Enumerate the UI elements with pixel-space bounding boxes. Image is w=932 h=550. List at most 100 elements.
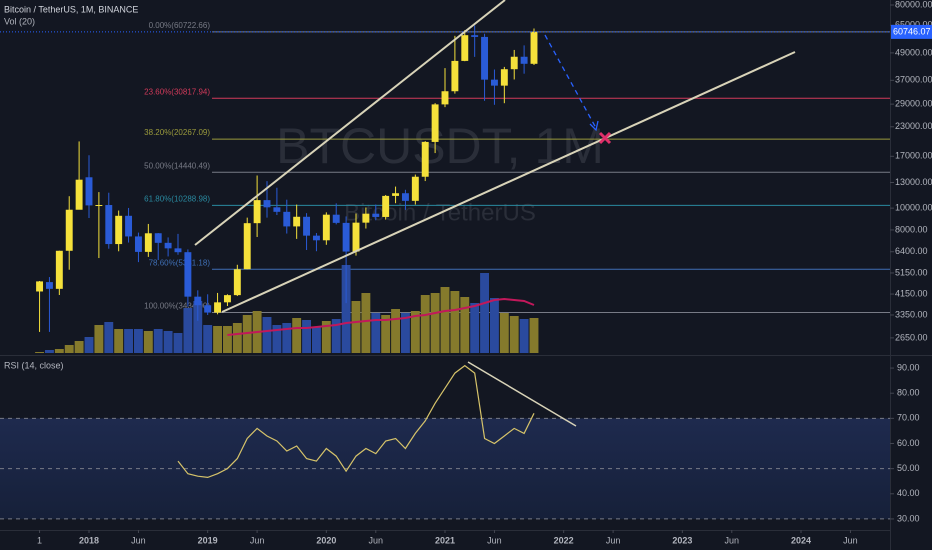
candle-body [461, 35, 469, 61]
rsi-trend-line [467, 361, 577, 427]
x-tick-label: Jun [131, 535, 146, 545]
candle-body [510, 56, 518, 70]
volume-bar [282, 323, 292, 353]
candle-body [263, 200, 271, 208]
fib-label: 23.60%(30817.94) [144, 87, 210, 96]
volume-bar [45, 350, 54, 353]
volume-bar [519, 319, 529, 353]
volume-bar [410, 311, 420, 353]
candle-body [75, 179, 83, 210]
volume-bar [143, 331, 153, 353]
candle-body [253, 200, 261, 224]
y-tick-label: 49000.00 [895, 47, 932, 57]
y-tick-label: 23000.00 [895, 121, 932, 131]
y-tick-label: 80000.00 [895, 0, 932, 9]
rsi-title: RSI (14, close) [4, 360, 64, 370]
y-tick-label: 70.00 [897, 413, 920, 423]
volume-bar [331, 319, 341, 353]
y-tick-label: 17000.00 [895, 151, 932, 161]
candle-body [342, 222, 350, 252]
candle-body [134, 236, 142, 252]
candle-body [411, 176, 419, 201]
y-tick-label: 30.00 [897, 513, 920, 523]
y-tick-label: 29000.00 [895, 99, 932, 109]
rsi-band-fill [0, 418, 890, 519]
y-tick-label: 4150.00 [895, 288, 928, 298]
volume-bar [163, 331, 173, 353]
candle-body [174, 248, 182, 253]
y-tick-label: 10000.00 [895, 203, 932, 213]
price-label: 60746.07 [893, 26, 931, 36]
plot-layer: 0.00%(60722.66) 23.60%(30817.94) 38.20%(20… [0, 21, 890, 520]
candle-body [144, 233, 152, 252]
volume-bar [183, 308, 193, 353]
volume-bar [213, 326, 222, 353]
candle-body [194, 296, 202, 306]
volume-bar [153, 329, 163, 353]
y-tick-label: 37000.00 [895, 75, 932, 85]
candle-body [520, 56, 528, 64]
candle-body [441, 91, 449, 105]
volume-bar [401, 313, 410, 353]
x-tick-label: Jun [487, 535, 502, 545]
candle-body [401, 193, 409, 201]
volume-bar [104, 322, 114, 353]
candle-body [530, 31, 538, 64]
volume-bar [509, 316, 519, 353]
y-tick-label: 90.00 [897, 362, 920, 372]
volume-bar [223, 326, 232, 353]
x-tick-label: 2019 [198, 535, 218, 545]
volume-title: Vol (20) [4, 16, 35, 26]
candle-body [362, 213, 370, 223]
candle-body [332, 214, 340, 223]
candle-body [421, 141, 429, 177]
volume-bar [440, 287, 450, 353]
volume-bar [381, 315, 391, 353]
x-tick-label: 2020 [316, 535, 336, 545]
y-tick-label: 60.00 [897, 438, 920, 448]
candle-body [481, 36, 489, 80]
volume-bar [302, 320, 311, 353]
x-tick-label: 1 [37, 535, 42, 545]
volume-bar [84, 337, 94, 353]
volume-bar [470, 303, 480, 353]
candle-body [154, 233, 162, 243]
candle-body [55, 250, 63, 289]
volume-bar [272, 325, 282, 353]
volume-bar [529, 318, 539, 353]
fib-label: 78.60%(5351.18) [149, 258, 211, 267]
x-tick-label: Jun [369, 535, 384, 545]
volume-bar [124, 329, 133, 353]
volume-bar [292, 318, 302, 353]
watermark: BTCUSDT, 1M [276, 118, 604, 174]
y-tick-label: 40.00 [897, 488, 920, 498]
x-tick-label: Jun [606, 535, 621, 545]
volume-bar [134, 329, 143, 353]
volume-bar [480, 273, 489, 353]
candle-body [65, 209, 73, 251]
x-tick-label: 2023 [672, 535, 692, 545]
fib-label: 50.00%(14440.49) [144, 161, 210, 170]
y-tick-label: 80.00 [897, 388, 920, 398]
x-tick-label: Jun [725, 535, 740, 545]
fib-label: 0.00%(60722.66) [149, 21, 211, 30]
volume-bar [94, 325, 104, 353]
volume-bar [391, 309, 400, 353]
chart-title: Bitcoin / TetherUS, 1M, BINANCE [4, 4, 138, 14]
target-mark [598, 131, 612, 145]
candle-body [273, 207, 281, 212]
candle-body [471, 35, 479, 37]
volume-bar [351, 301, 361, 353]
candle-body [500, 69, 508, 86]
x-tick-label: 2021 [435, 535, 455, 545]
volume-bar [430, 293, 440, 353]
x-tick-label: 2018 [79, 535, 99, 545]
volume-bar [341, 265, 351, 353]
volume-ma [227, 297, 535, 336]
rsi-line [177, 364, 535, 479]
volume-bar [321, 321, 331, 353]
volume-bar [64, 345, 74, 353]
y-tick-label: 65000.00 [895, 20, 932, 30]
